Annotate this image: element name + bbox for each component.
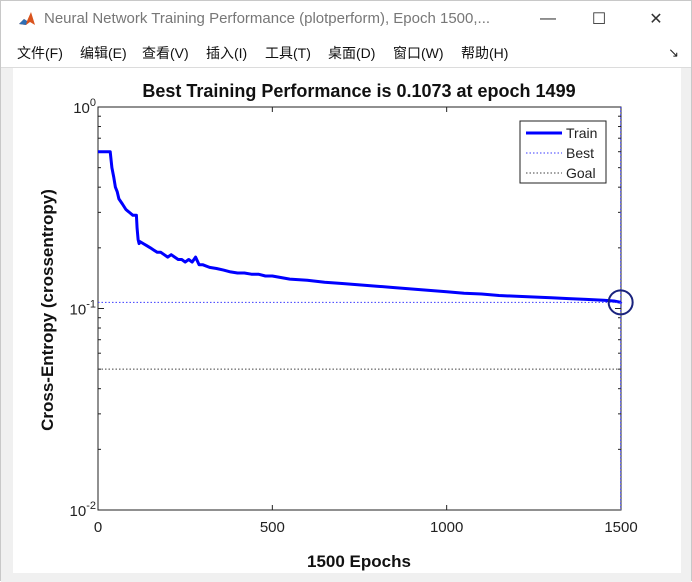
close-icon: ✕ bbox=[649, 11, 663, 28]
maximize-button[interactable]: ☐ bbox=[576, 1, 622, 37]
menu-desktop[interactable]: 桌面(D) bbox=[328, 45, 376, 61]
window-title: Neural Network Training Performance (plo… bbox=[44, 10, 491, 27]
menu-help[interactable]: 帮助(H) bbox=[461, 45, 509, 61]
maximize-icon: ☐ bbox=[591, 11, 607, 28]
minimize-button[interactable]: — bbox=[525, 1, 571, 37]
x-axis-label: 1500 Epochs bbox=[307, 552, 411, 571]
bottom-strip bbox=[1, 573, 691, 582]
train-line bbox=[98, 150, 623, 304]
performance-chart: Best Training Performance is 0.1073 at e… bbox=[38, 81, 638, 571]
minimize-icon: — bbox=[540, 10, 556, 27]
title-bar[interactable]: Neural Network Training Performance (plo… bbox=[1, 1, 691, 37]
legend-label-goal: Goal bbox=[566, 165, 596, 181]
figure-canvas: Best Training Performance is 0.1073 at e… bbox=[13, 68, 681, 574]
x-tick-label: 1000 bbox=[430, 519, 463, 536]
menu-file[interactable]: 文件(F) bbox=[17, 45, 63, 61]
y-axis-label: Cross-Entropy (crossentropy) bbox=[38, 189, 57, 431]
menu-bar: 文件(F) 编辑(E) 查看(V) 插入(I) 工具(T) 桌面(D) 窗口(W… bbox=[1, 37, 691, 68]
y-tick-label: 10-1 bbox=[70, 299, 96, 319]
menu-view[interactable]: 查看(V) bbox=[142, 45, 189, 61]
legend: Train Best Goal bbox=[519, 120, 607, 184]
legend-label-train: Train bbox=[566, 125, 597, 141]
x-tick-label: 0 bbox=[94, 519, 102, 536]
menu-insert[interactable]: 插入(I) bbox=[206, 45, 248, 61]
legend-label-best: Best bbox=[566, 145, 594, 161]
y-tick-label: 100 bbox=[73, 97, 96, 117]
menu-edit[interactable]: 编辑(E) bbox=[80, 45, 127, 61]
menu-window[interactable]: 窗口(W) bbox=[393, 45, 444, 61]
chart-title: Best Training Performance is 0.1073 at e… bbox=[142, 81, 575, 101]
dock-arrow-icon[interactable]: ↘ bbox=[668, 45, 679, 60]
x-tick-label: 1500 bbox=[604, 519, 637, 536]
y-tick-label: 10-2 bbox=[70, 500, 96, 520]
x-tick-label: 500 bbox=[260, 519, 285, 536]
close-button[interactable]: ✕ bbox=[633, 1, 679, 37]
best-point-marker bbox=[607, 289, 634, 316]
matlab-logo-icon bbox=[18, 10, 36, 28]
menu-tools[interactable]: 工具(T) bbox=[265, 45, 311, 61]
